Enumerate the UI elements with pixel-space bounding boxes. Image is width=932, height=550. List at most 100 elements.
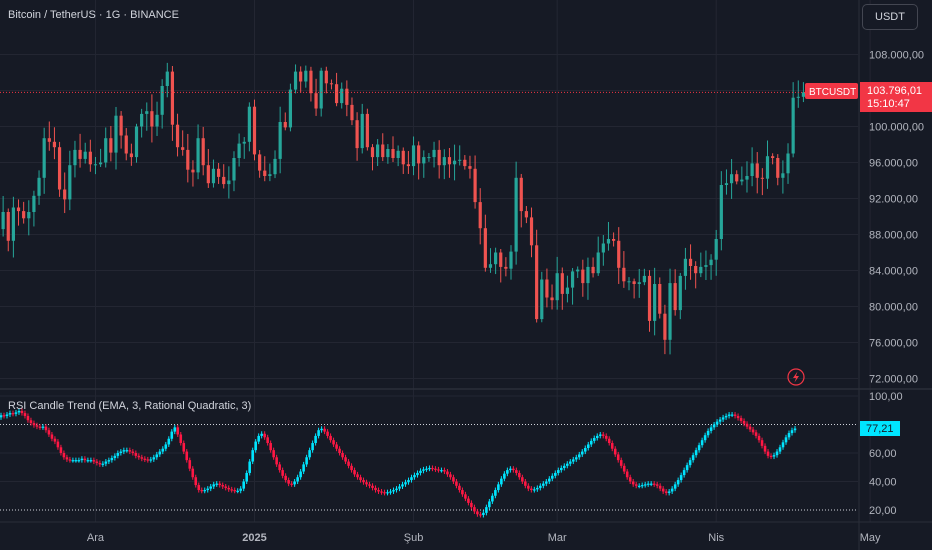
candle [647,270,652,332]
candle [119,111,123,149]
rsi-candle [110,455,114,463]
rsi-candle [134,450,138,459]
candle [550,284,554,310]
rsi-candle [733,412,737,419]
lightning-alert-icon[interactable] [787,368,805,386]
time-axis[interactable]: Ara 2025 Şub Mar Nis May [87,532,881,544]
rsi-candle [74,457,78,463]
rsi-candle [173,424,177,435]
rsi-candle [251,447,254,465]
rsi-candle [20,408,24,416]
candle [83,142,87,164]
rsi-candle [784,434,788,445]
candle [565,275,570,303]
candle [796,80,800,108]
candle [216,162,221,184]
candle [355,112,359,161]
rsi-candle [778,444,782,455]
rsi-candle [92,457,96,465]
candle [386,144,390,164]
candle [63,172,67,214]
rsi-candle [655,481,659,489]
rsi-candle [682,467,686,478]
rsi-candle [296,474,299,484]
rsi-candle [712,422,716,430]
candle [252,99,257,161]
rsi-candle [509,466,512,473]
rsi-candle [125,447,129,453]
candle [268,163,272,182]
candle [771,153,775,165]
rsi-candle [374,485,377,493]
rsi-candle [362,477,365,485]
candle [381,133,385,162]
price-tick-label: 92.000,00 [869,194,918,206]
rsi-candle [77,457,81,463]
rsi-candle [568,459,572,467]
rsi-candle [775,449,779,458]
candle [735,170,739,185]
candle [314,78,318,116]
rsi-candle [395,486,398,493]
indicator-tick-label: 100,00 [869,391,903,403]
rsi-candle [736,413,740,421]
candle [160,79,164,129]
candle [360,103,364,154]
rsi-candle [350,463,353,473]
candle [417,141,421,180]
rsi-candle [383,489,386,496]
symbol-title[interactable]: Bitcoin / TetherUS · 1G · BINANCE [8,9,179,21]
rsi-candle [748,424,752,432]
rsi-candle [305,454,308,467]
price-tick-label: 80.000,00 [869,302,918,314]
candle [745,161,749,193]
candle [99,148,103,168]
candle [437,140,441,179]
candle [376,139,380,167]
rsi-candle [347,459,350,469]
candle [632,278,636,299]
price-tick-label: 88.000,00 [869,230,918,242]
candle [458,145,462,166]
candle [560,267,564,310]
rsi-candle [652,481,656,487]
rsi-candle [607,436,611,446]
rsi-candle [793,425,797,433]
rsi-candle [326,429,329,439]
candle [714,229,718,276]
rsi-candle [194,474,198,488]
rsi-candle [706,428,710,438]
currency-button[interactable]: USDT [862,4,918,30]
rsi-candle [769,453,773,460]
candle [124,128,128,161]
rsi-candle [332,437,335,447]
rsi-candle [260,431,263,439]
candle [263,156,267,182]
candle [201,126,205,176]
symbol-tag-bg [805,83,858,99]
candle [165,62,169,98]
candle [1,196,5,237]
candle [73,140,77,178]
rsi-candle [266,434,269,446]
rsi-candle [401,481,404,489]
rsi-candle [353,467,356,477]
rsi-candle [368,481,371,489]
rsi-candle [290,481,293,487]
rsi-candle [107,457,111,465]
rsi-candle [658,483,662,492]
candle [494,247,498,275]
time-tick-label: Şub [404,532,424,544]
indicator-title[interactable]: RSI Candle Trend (EMA, 3, Rational Quadr… [8,400,251,412]
candle [22,201,26,224]
rsi-candle [119,449,123,456]
rsi-candle [164,441,168,452]
rsi-candle [113,453,117,461]
candle [324,66,328,94]
candle [145,102,149,131]
rsi-candle [146,456,150,463]
rsi-candle [161,446,165,455]
rsi-candle [299,469,302,480]
